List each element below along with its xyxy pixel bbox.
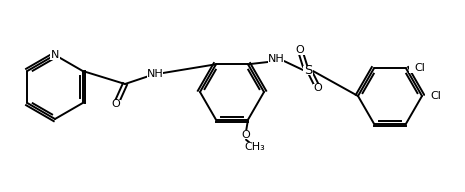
Text: CH₃: CH₃ xyxy=(245,142,266,152)
Bar xyxy=(425,92,447,100)
Bar xyxy=(241,130,251,139)
Bar xyxy=(111,99,121,108)
Text: N: N xyxy=(51,50,59,60)
Text: O: O xyxy=(242,130,250,140)
Text: Cl: Cl xyxy=(431,91,441,101)
Bar xyxy=(409,64,431,73)
Text: NH: NH xyxy=(268,54,285,64)
Text: S: S xyxy=(304,64,312,76)
Bar xyxy=(147,70,163,79)
Text: O: O xyxy=(296,45,305,55)
Bar xyxy=(243,142,265,151)
Bar xyxy=(303,65,313,74)
Bar xyxy=(50,50,60,60)
Text: O: O xyxy=(313,83,322,93)
Text: NH: NH xyxy=(146,69,163,79)
Text: O: O xyxy=(112,99,120,109)
Bar xyxy=(313,84,323,93)
Bar xyxy=(268,55,284,64)
Bar xyxy=(295,46,305,55)
Text: Cl: Cl xyxy=(415,63,425,73)
